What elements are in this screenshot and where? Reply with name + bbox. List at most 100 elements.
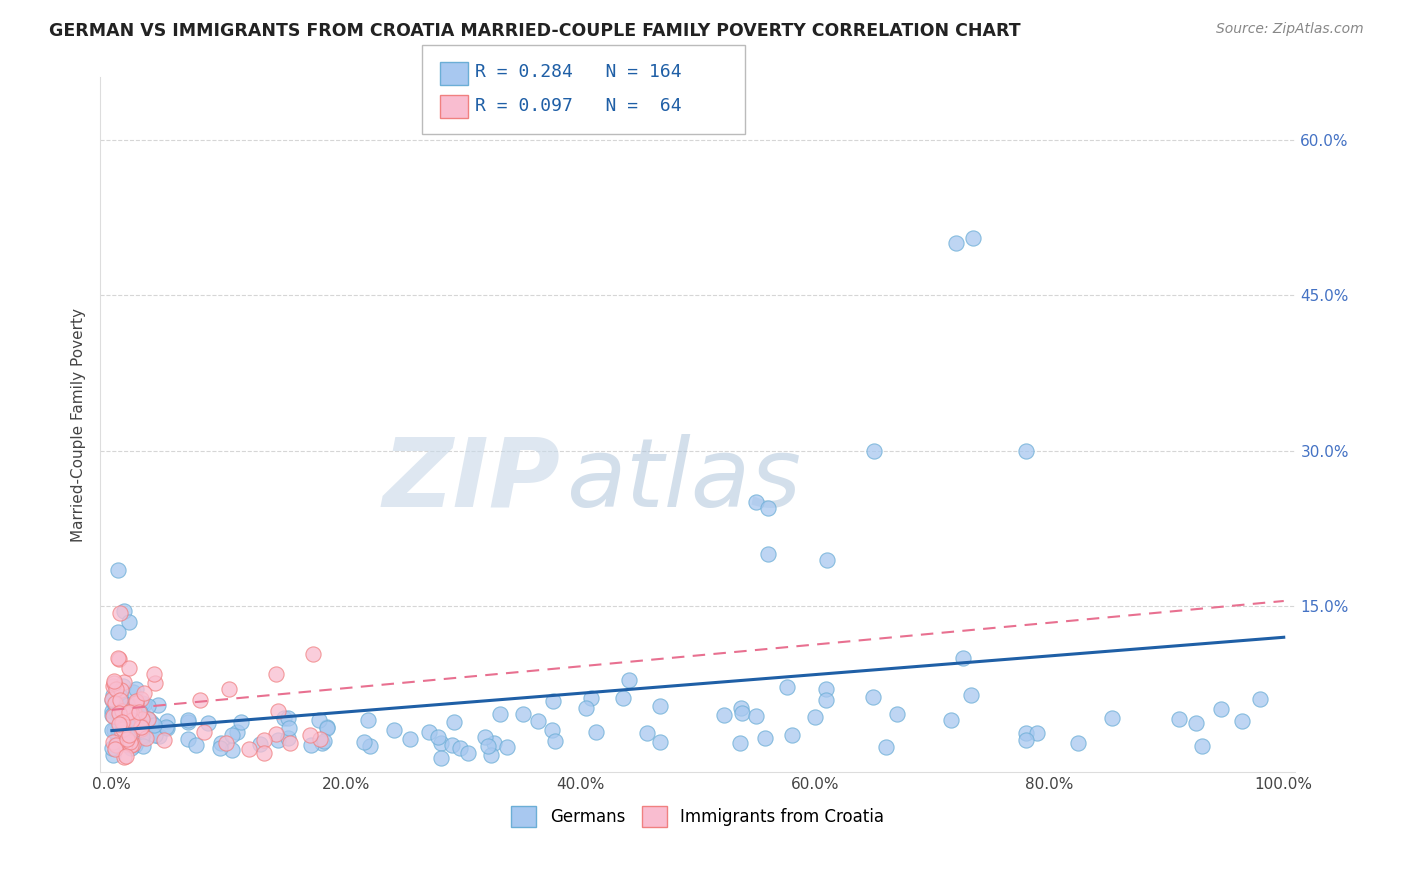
Point <box>111 714 134 729</box>
Point <box>101 680 124 694</box>
Point <box>131 731 153 746</box>
Point <box>382 723 405 737</box>
Point <box>264 727 287 741</box>
Point <box>215 736 238 750</box>
Point <box>134 721 156 735</box>
Point <box>135 731 157 745</box>
Point <box>745 495 768 509</box>
Point <box>115 749 138 764</box>
Point <box>177 714 200 729</box>
Point <box>443 714 465 729</box>
Point <box>728 736 751 750</box>
Point <box>107 651 129 665</box>
Point <box>474 731 496 745</box>
Point <box>1168 712 1191 726</box>
Point <box>101 688 124 702</box>
Point <box>112 680 135 694</box>
Point <box>945 236 967 251</box>
Point <box>103 748 125 763</box>
Point <box>112 749 135 764</box>
Point <box>132 698 155 712</box>
Point <box>267 704 290 718</box>
Point <box>754 731 776 745</box>
Point <box>731 706 754 720</box>
Y-axis label: Married-Couple Family Poverty: Married-Couple Family Poverty <box>72 308 86 541</box>
Point <box>575 701 598 715</box>
Point <box>782 728 804 742</box>
Point <box>129 719 152 733</box>
Point <box>132 739 155 753</box>
Point <box>278 736 301 750</box>
Point <box>108 693 131 707</box>
Point <box>114 713 136 727</box>
Point <box>114 702 136 716</box>
Point <box>276 731 298 745</box>
Point <box>115 731 138 746</box>
Point <box>886 706 908 721</box>
Legend: Germans, Immigrants from Croatia: Germans, Immigrants from Croatia <box>505 799 891 833</box>
Point <box>449 741 471 756</box>
Point <box>108 717 131 731</box>
Point <box>136 698 159 713</box>
Point <box>489 706 512 721</box>
Text: R = 0.097   N =  64: R = 0.097 N = 64 <box>475 97 682 115</box>
Point <box>1101 710 1123 724</box>
Point <box>117 717 139 731</box>
Point <box>129 710 152 724</box>
Point <box>815 552 838 566</box>
Point <box>418 725 440 739</box>
Point <box>120 740 142 755</box>
Point <box>107 731 129 746</box>
Point <box>124 738 146 752</box>
Point <box>316 721 339 735</box>
Point <box>177 713 200 727</box>
Text: Source: ZipAtlas.com: Source: ZipAtlas.com <box>1216 22 1364 37</box>
Point <box>125 723 148 737</box>
Point <box>1230 714 1253 728</box>
Point <box>114 738 136 752</box>
Point <box>122 705 145 719</box>
Point <box>105 706 128 721</box>
Point <box>129 706 152 720</box>
Point <box>120 738 142 752</box>
Point <box>128 705 150 719</box>
Point <box>111 699 134 714</box>
Point <box>112 702 135 716</box>
Point <box>253 746 276 760</box>
Point <box>104 681 127 696</box>
Point <box>429 736 451 750</box>
Point <box>111 726 134 740</box>
Point <box>226 725 249 739</box>
Point <box>197 716 219 731</box>
Point <box>112 713 135 727</box>
Point <box>939 713 962 727</box>
Point <box>273 711 295 725</box>
Point <box>730 701 752 715</box>
Point <box>399 731 422 746</box>
Point <box>617 673 640 688</box>
Point <box>312 734 335 748</box>
Point <box>744 708 766 723</box>
Point <box>124 702 146 716</box>
Point <box>143 676 166 690</box>
Point <box>125 696 148 710</box>
Point <box>277 711 299 725</box>
Point <box>121 685 143 699</box>
Point <box>221 743 243 757</box>
Point <box>111 704 134 718</box>
Point <box>316 720 339 734</box>
Point <box>101 693 124 707</box>
Point <box>221 728 243 742</box>
Point <box>108 711 131 725</box>
Point <box>146 698 169 712</box>
Point <box>132 717 155 731</box>
Point <box>101 723 124 737</box>
Point <box>118 735 141 749</box>
Point <box>267 733 290 747</box>
Point <box>103 676 125 690</box>
Point <box>1209 701 1232 715</box>
Point <box>441 738 464 752</box>
Point <box>815 681 838 696</box>
Point <box>143 666 166 681</box>
Point <box>142 718 165 732</box>
